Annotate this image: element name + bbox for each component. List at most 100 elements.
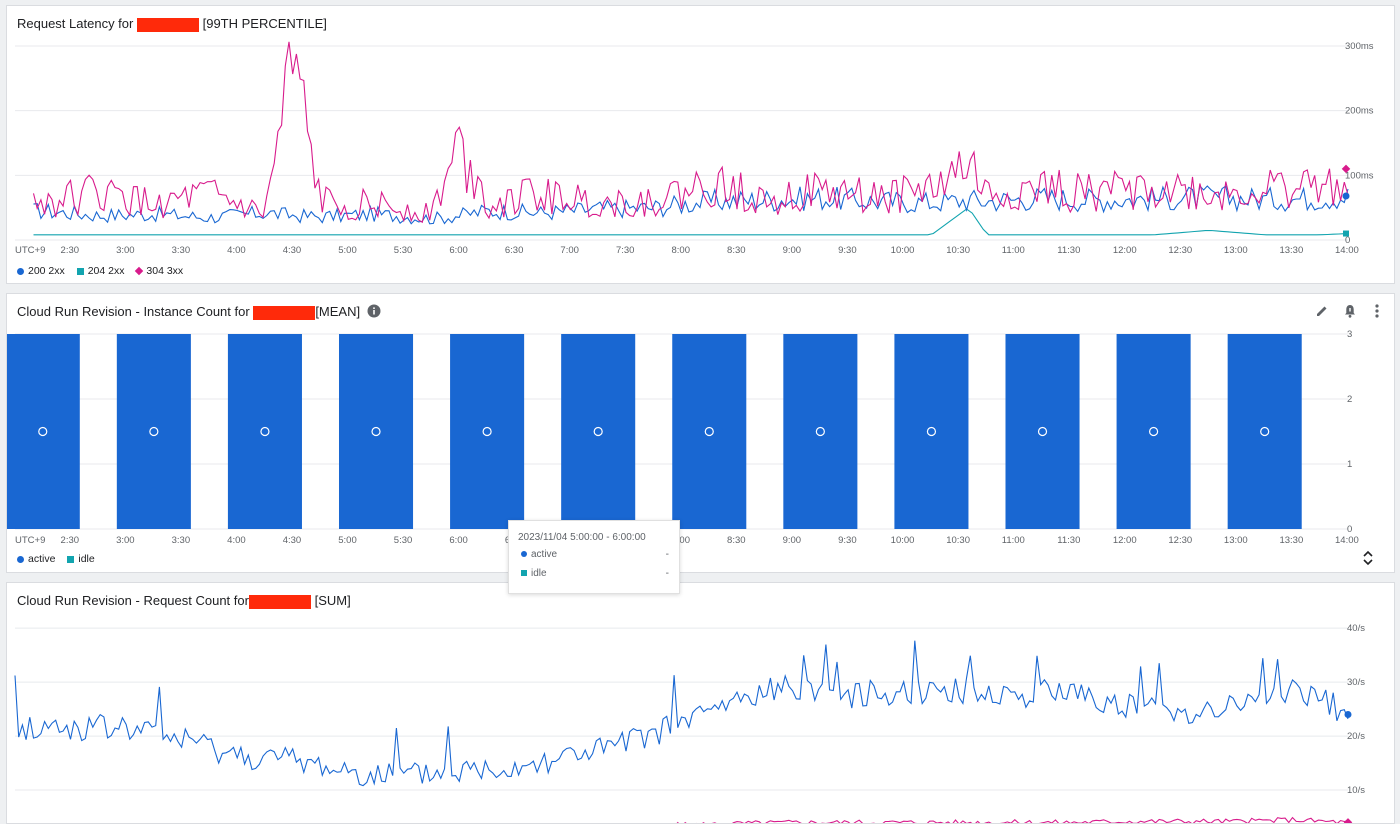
bar-marker (38, 426, 48, 437)
x-tick-label: 11:30 (1057, 245, 1080, 256)
x-tick-label: 12:00 (1113, 245, 1137, 256)
panel-title: Request Latency for [99TH PERCENTILE] (17, 16, 327, 32)
x-tick-label: 6:30 (505, 245, 524, 256)
tooltip-row-active: active (521, 549, 557, 560)
latency-legend: 200 2xx 204 2xx 304 3xx (17, 265, 192, 277)
tooltip-row-idle: idle (521, 568, 547, 579)
y-tick-label: 40/s (1347, 623, 1365, 634)
bar-marker (482, 426, 492, 437)
request-rate-end-marker (1344, 711, 1352, 718)
x-tick-label: 9:30 (838, 245, 857, 256)
x-tick-label: 2:30 (61, 245, 80, 256)
y-tick-label: 1 (1347, 459, 1352, 470)
active-bar (1116, 334, 1191, 529)
legend-item-active[interactable]: active (17, 553, 55, 565)
y-tick-label: 0 (1345, 235, 1350, 246)
y-tick-label: 2 (1347, 394, 1352, 405)
bar-marker (149, 426, 159, 437)
info-icon[interactable] (367, 304, 381, 323)
x-tick-label: 13:30 (1279, 245, 1303, 256)
x-tick-label: 5:00 (338, 245, 357, 256)
x-tick-label: 12:00 (1113, 535, 1137, 546)
y-tick-label: 300ms (1345, 41, 1374, 52)
x-tick-label: 11:00 (1002, 535, 1025, 546)
x-tick-label: 13:00 (1224, 535, 1248, 546)
expand-icon[interactable] (1362, 550, 1374, 571)
request-count-chart[interactable]: 10/s 20/s 30/s 40/s (7, 583, 1394, 823)
redacted-service-name (248, 594, 311, 609)
active-bar (450, 334, 525, 529)
x-tick-label: 3:30 (172, 245, 191, 256)
active-bar (561, 334, 636, 529)
legend-item-idle[interactable]: idle (67, 553, 95, 565)
instance-count-panel: Cloud Run Revision - Instance Count for … (6, 293, 1395, 573)
x-tick-label: 3:00 (116, 245, 135, 256)
request-rate-line (14, 640, 1349, 787)
legend-item-304[interactable]: 304 3xx (135, 265, 183, 277)
bar-marker (926, 426, 937, 437)
x-tick-label: 4:30 (283, 245, 302, 256)
series-304-3xx-line (32, 41, 1349, 224)
edit-icon[interactable] (1315, 304, 1329, 323)
bar-marker (593, 426, 603, 437)
active-bar (338, 334, 414, 529)
instance-legend: active idle (17, 553, 104, 565)
x-tick-label: 10:30 (946, 535, 970, 546)
request-count-panel: Cloud Run Revision - Request Count for [… (6, 582, 1395, 824)
alert-bell-icon[interactable] (1343, 303, 1357, 324)
bar-marker (1260, 426, 1270, 437)
x-tick-label: 14:00 (1335, 535, 1359, 546)
x-tick-label: 5:00 (338, 535, 357, 546)
x-tick-label: 2:30 (61, 535, 80, 546)
x-tick-label: 10:00 (891, 535, 915, 546)
legend-item-200[interactable]: 200 2xx (17, 265, 65, 277)
active-bar (7, 334, 80, 529)
legend-item-204[interactable]: 204 2xx (76, 265, 124, 277)
y-tick-label: 0 (1347, 524, 1352, 535)
x-tick-label: UTC+9 (15, 245, 45, 256)
x-tick-label: 8:30 (727, 535, 746, 546)
x-tick-label: 14:00 (1335, 245, 1359, 256)
y-tick-label: 100ms (1345, 170, 1374, 181)
active-bar (783, 334, 858, 529)
x-tick-label: 9:00 (783, 535, 802, 546)
bar-marker (260, 426, 270, 437)
x-tick-label: 3:30 (172, 535, 191, 546)
series-204-end-marker (1343, 230, 1349, 237)
x-tick-label: 12:30 (1168, 245, 1192, 256)
active-bar (1227, 334, 1302, 529)
y-tick-label: 10/s (1347, 785, 1365, 796)
tooltip-title: 2023/11/04 5:00:00 - 6:00:00 (518, 532, 646, 543)
redacted-service-name (136, 17, 199, 32)
x-tick-label: 3:00 (116, 535, 135, 546)
active-bar (672, 334, 747, 529)
x-tick-label: 9:00 (783, 245, 802, 256)
x-tick-label: 9:30 (838, 535, 857, 546)
x-tick-label: 11:00 (1002, 245, 1025, 256)
bar-marker (815, 426, 825, 437)
x-tick-label: 5:30 (394, 535, 413, 546)
x-tick-label: 10:00 (891, 245, 915, 256)
bar-marker (1037, 426, 1048, 437)
hover-tooltip: 2023/11/04 5:00:00 - 6:00:00 active - id… (508, 520, 680, 594)
more-vert-icon[interactable] (1374, 303, 1380, 324)
series-204-2xx-line (33, 208, 1345, 236)
x-tick-label: UTC+9 (15, 535, 45, 546)
x-tick-label: 11:30 (1057, 535, 1080, 546)
x-tick-label: 8:30 (727, 245, 746, 256)
latency-chart[interactable]: 0 100ms 200ms 300ms UTC+9 2:30 3:00 3:30 4:00 4:3… (7, 6, 1394, 283)
y-tick-label: 30/s (1347, 677, 1365, 688)
instance-count-chart[interactable]: 0 1 2 3 UTC+9 2:30 3:00 3:30 4:00 4:30 5:00 5:30 6:0… (7, 294, 1394, 572)
panel-title: Cloud Run Revision - Request Count for [… (17, 593, 351, 609)
x-tick-label: 6:00 (449, 535, 468, 546)
bar-marker (704, 426, 714, 437)
x-tick-label: 7:00 (560, 245, 579, 256)
active-bar (894, 334, 969, 529)
x-tick-label: 8:00 (672, 245, 691, 256)
request-rate-secondary-line (676, 816, 1349, 823)
bar-marker (371, 426, 381, 437)
x-tick-label: 13:30 (1279, 535, 1303, 546)
x-tick-label: 7:30 (616, 245, 635, 256)
x-tick-label: 5:30 (394, 245, 413, 256)
